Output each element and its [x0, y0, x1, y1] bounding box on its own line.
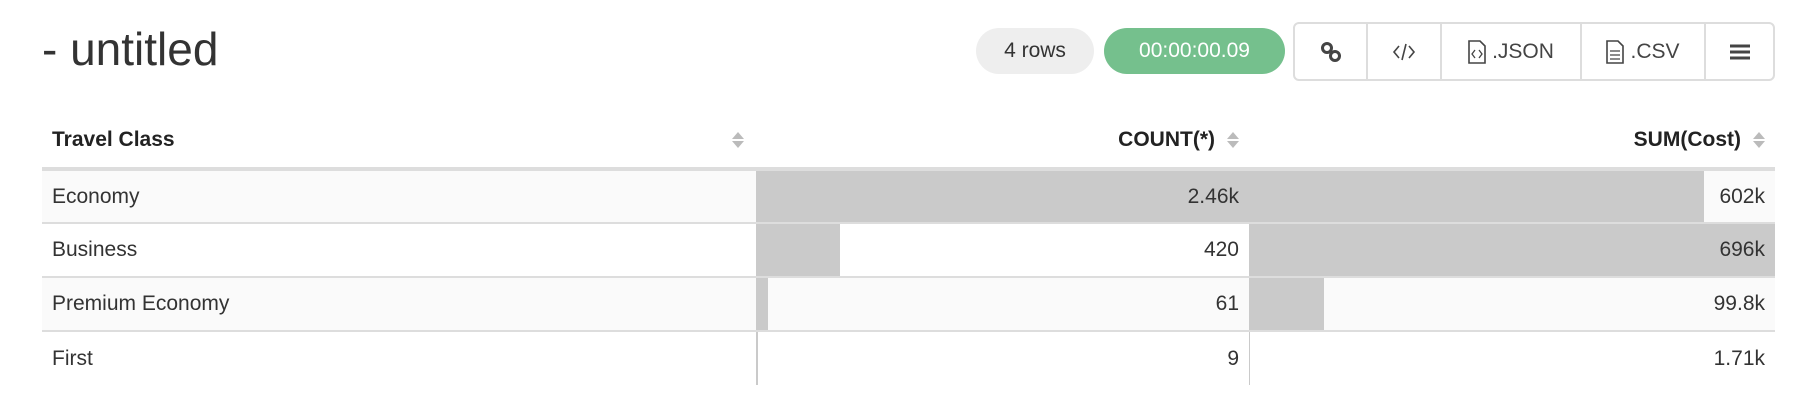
- column-header-sum-cost[interactable]: SUM(Cost): [1249, 112, 1775, 171]
- export-json-button[interactable]: .JSON: [1442, 24, 1582, 79]
- count-bar: [756, 278, 769, 330]
- hamburger-menu-icon: [1729, 44, 1750, 59]
- sum-bar: [1249, 171, 1704, 222]
- cell-count: 2.46k: [756, 169, 1249, 224]
- code-icon: [1392, 43, 1416, 60]
- json-label: .JSON: [1492, 39, 1554, 63]
- cell-travel-class: First: [52, 346, 93, 370]
- cell-count: 420: [756, 223, 1249, 278]
- count-bar: [756, 332, 758, 385]
- sort-icon[interactable]: [1227, 131, 1239, 148]
- table-row: First 9 1.71k: [42, 331, 1775, 385]
- cell-travel-class: Premium Economy: [42, 277, 756, 332]
- page-title: - untitled: [42, 23, 219, 75]
- embed-code-button[interactable]: [1368, 24, 1442, 79]
- sort-icon[interactable]: [1753, 131, 1765, 148]
- csv-file-icon: [1606, 39, 1625, 64]
- csv-label: .CSV: [1630, 39, 1680, 63]
- cell-sum-cost: 1.71k: [1249, 331, 1775, 385]
- cell-sum-cost: 602k: [1249, 169, 1775, 224]
- column-header-travel-class[interactable]: Travel Class: [42, 112, 756, 171]
- elapsed-time-badge: 00:00:00.09: [1104, 28, 1285, 74]
- sum-bar: [1249, 332, 1251, 385]
- sort-icon[interactable]: [732, 131, 744, 148]
- toolbar: .JSON .CSV: [1293, 22, 1775, 81]
- copy-link-button[interactable]: [1295, 24, 1368, 79]
- sum-bar: [1249, 224, 1775, 276]
- json-file-icon: [1468, 39, 1486, 64]
- sum-bar: [1249, 278, 1325, 330]
- count-bar: [756, 171, 1249, 222]
- row-count-badge: 4 rows: [976, 28, 1094, 74]
- menu-button[interactable]: [1706, 24, 1773, 79]
- count-bar: [756, 224, 841, 276]
- cell-sum-cost: 99.8k: [1249, 277, 1775, 332]
- table-header-row: Travel Class COUNT(*) SUM(Cost): [42, 112, 1775, 171]
- cell-travel-class: Business: [42, 223, 756, 278]
- link-icon: [1320, 41, 1341, 62]
- cell-count: 9: [756, 331, 1249, 385]
- cell-travel-class: Economy: [42, 169, 756, 224]
- column-header-count[interactable]: COUNT(*): [756, 112, 1249, 171]
- results-table: Travel Class COUNT(*) SUM(Cost) Economy …: [42, 112, 1775, 385]
- table-row: Premium Economy 61 99.8k: [42, 277, 1775, 332]
- export-csv-button[interactable]: .CSV: [1582, 24, 1706, 79]
- cell-count: 61: [756, 277, 1249, 332]
- table-row: Business 420 696k: [42, 223, 1775, 278]
- table-row: Economy 2.46k 602k: [42, 169, 1775, 224]
- cell-sum-cost: 696k: [1249, 223, 1775, 278]
